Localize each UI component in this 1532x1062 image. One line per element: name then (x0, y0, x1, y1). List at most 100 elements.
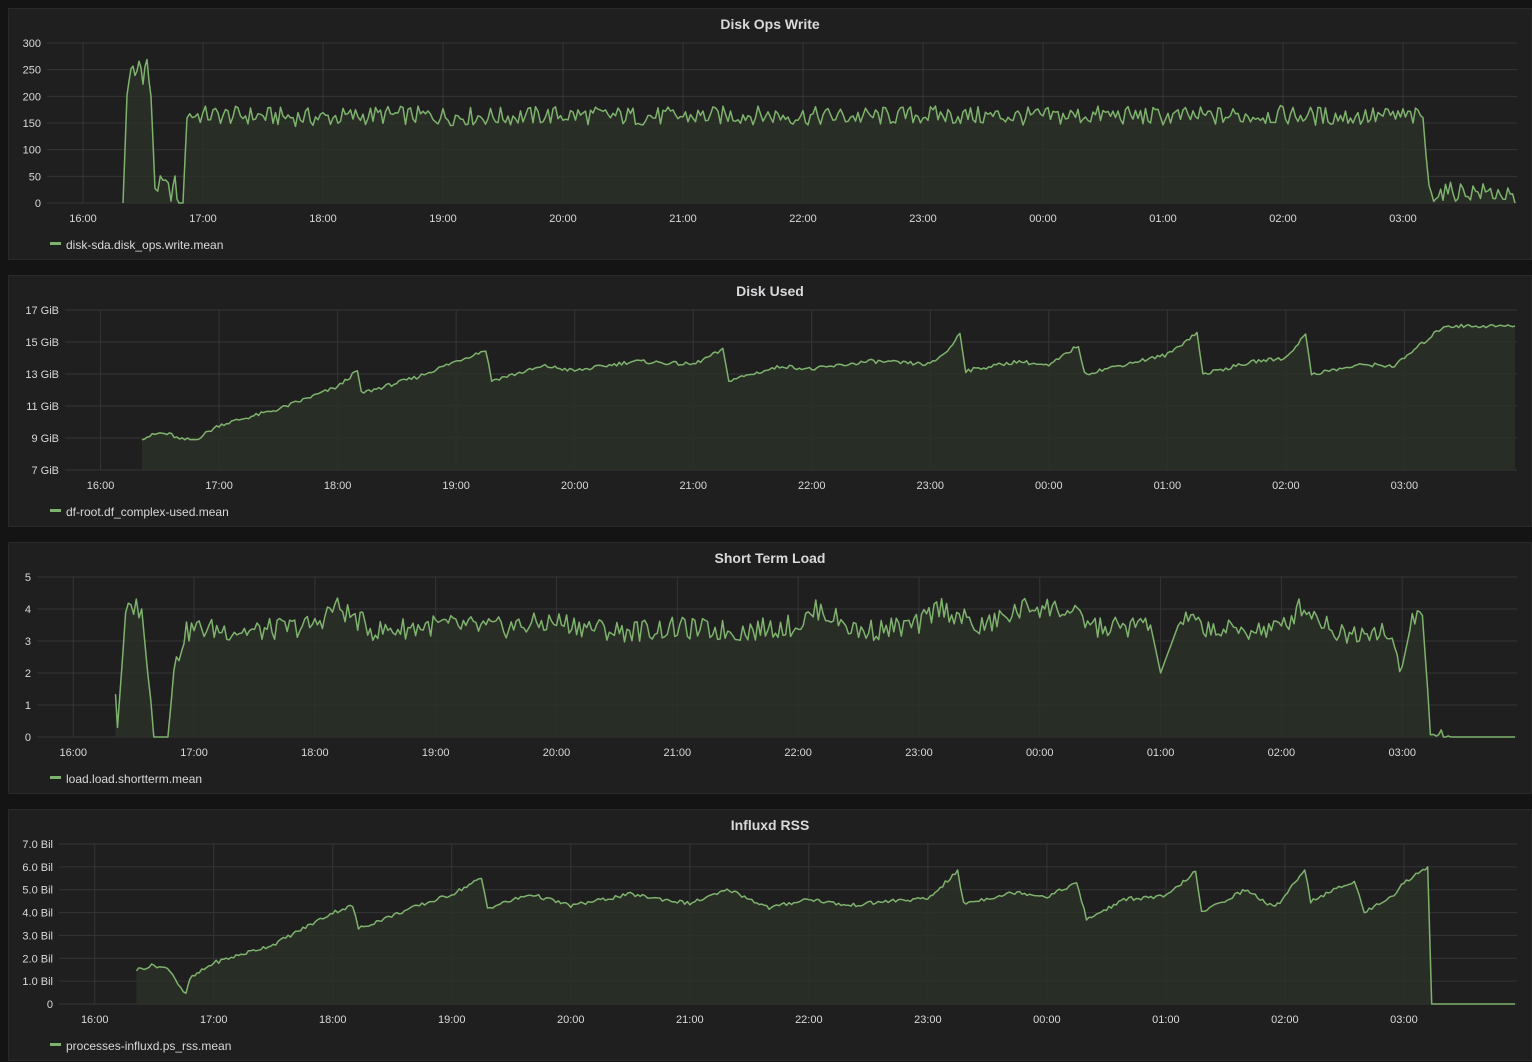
panel-short-term-load: Short Term Load 0 1 2 3 4 5 16:00 17:00 18:00 19:… (8, 542, 1532, 794)
x-tick-label: 16:00 (81, 1014, 109, 1026)
x-tick-label: 02:00 (1269, 213, 1297, 225)
x-tick-label: 19:00 (429, 213, 457, 225)
x-tick-label: 22:00 (798, 480, 826, 492)
legend-swatch (50, 1043, 61, 1047)
y-tick-label: 13 GiB (25, 369, 59, 381)
x-tick-label: 17:00 (200, 1014, 228, 1026)
legend-swatch (50, 242, 61, 246)
x-tick-label: 22:00 (795, 1014, 823, 1026)
y-tick-label: 1 (25, 700, 31, 712)
y-tick-label: 200 (23, 91, 41, 103)
chart-svg: 0 1 2 3 4 5 16:00 17:00 18:00 19:00 20:00 21:00 22:0… (25, 572, 1517, 759)
x-tick-label: 23:00 (914, 1014, 942, 1026)
x-tick-label: 23:00 (909, 213, 937, 225)
legend[interactable]: load.load.shortterm.mean (50, 771, 202, 786)
y-tick-label: 17 GiB (25, 305, 59, 317)
y-tick-label: 100 (23, 145, 41, 157)
series-area (136, 866, 1515, 1004)
legend[interactable]: df-root.df_complex-used.mean (50, 504, 229, 519)
chart-svg: 0 1.0 Bil 2.0 Bil 3.0 Bil 4.0 Bil 5.0 Bil 6.0 … (22, 839, 1517, 1026)
legend-label: load.load.shortterm.mean (66, 771, 203, 786)
x-tick-label: 02:00 (1272, 480, 1300, 492)
legend[interactable]: disk-sda.disk_ops.write.mean (50, 237, 223, 252)
legend-swatch (50, 776, 61, 780)
y-tick-label: 3.0 Bil (22, 930, 53, 942)
y-tick-label: 11 GiB (26, 401, 59, 413)
panel-title[interactable]: Disk Ops Write (720, 16, 820, 32)
y-tick-label: 2 (25, 668, 31, 680)
y-tick-label: 9 GiB (31, 433, 59, 445)
x-tick-label: 17:00 (189, 213, 217, 225)
y-tick-label: 7 GiB (31, 465, 59, 477)
x-tick-label: 00:00 (1033, 1014, 1061, 1026)
x-tick-label: 00:00 (1029, 213, 1057, 225)
x-tick-label: 18:00 (324, 480, 352, 492)
x-tick-label: 21:00 (679, 480, 707, 492)
y-tick-label: 0 (47, 999, 53, 1011)
x-tick-label: 00:00 (1035, 480, 1063, 492)
x-tick-label: 18:00 (309, 213, 337, 225)
series-line (135, 866, 1515, 1005)
series-area (123, 59, 1515, 203)
x-tick-label: 19:00 (438, 1014, 466, 1026)
x-tick-label: 16:00 (59, 747, 87, 759)
x-tick-label: 20:00 (561, 480, 589, 492)
x-tick-label: 21:00 (676, 1014, 704, 1026)
x-tick-label: 01:00 (1152, 1014, 1180, 1026)
legend[interactable]: processes-influxd.ps_rss.mean (50, 1038, 231, 1053)
panel-influxd-rss: Influxd RSS 0 1.0 Bil 2.0 Bil 3.0 Bil 4.0 Bi… (8, 809, 1532, 1061)
series-area (142, 324, 1515, 470)
x-tick-label: 21:00 (669, 213, 697, 225)
legend-label: processes-influxd.ps_rss.mean (66, 1038, 232, 1053)
x-tick-label: 20:00 (549, 213, 577, 225)
series-line (114, 597, 1515, 738)
x-tick-label: 21:00 (664, 747, 692, 759)
y-tick-label: 2.0 Bil (22, 953, 53, 965)
panel-title[interactable]: Short Term Load (714, 550, 826, 566)
x-tick-label: 20:00 (543, 747, 571, 759)
x-tick-label: 23:00 (905, 747, 933, 759)
x-tick-label: 02:00 (1271, 1014, 1299, 1026)
x-tick-label: 00:00 (1026, 747, 1054, 759)
x-tick-label: 03:00 (1391, 480, 1419, 492)
x-tick-label: 01:00 (1147, 747, 1175, 759)
series-area (115, 598, 1515, 737)
x-tick-label: 19:00 (442, 480, 470, 492)
panel-title[interactable]: Disk Used (736, 283, 804, 299)
series-line (122, 58, 1516, 204)
x-tick-label: 01:00 (1154, 480, 1182, 492)
y-tick-label: 50 (29, 171, 41, 183)
x-tick-label: 03:00 (1390, 1014, 1418, 1026)
legend-label: df-root.df_complex-used.mean (66, 504, 229, 519)
x-tick-label: 19:00 (422, 747, 450, 759)
x-tick-label: 23:00 (917, 480, 945, 492)
panel-title[interactable]: Influxd RSS (730, 817, 810, 833)
y-tick-label: 7.0 Bil (22, 839, 53, 851)
x-tick-label: 03:00 (1389, 213, 1417, 225)
x-tick-label: 18:00 (301, 747, 329, 759)
x-tick-label: 22:00 (789, 213, 817, 225)
x-tick-label: 16:00 (69, 213, 97, 225)
x-tick-label: 01:00 (1149, 213, 1177, 225)
y-tick-label: 150 (23, 118, 41, 130)
chart-svg: 0 50 100 150 200 250 300 16:00 17:00 18:00 19:00 20… (23, 38, 1517, 225)
y-tick-label: 6.0 Bil (22, 862, 53, 874)
legend-label: disk-sda.disk_ops.write.mean (66, 237, 224, 252)
y-tick-label: 1.0 Bil (22, 976, 53, 988)
x-tick-label: 22:00 (784, 747, 812, 759)
y-tick-label: 250 (23, 65, 41, 77)
panel-disk-used: Disk Used 7 GiB 9 GiB 11 GiB 13 GiB 15 GiB 17… (8, 275, 1532, 527)
y-tick-label: 3 (25, 636, 31, 648)
y-tick-label: 4.0 Bil (22, 908, 53, 920)
x-tick-label: 20:00 (557, 1014, 585, 1026)
y-tick-label: 0 (35, 198, 41, 210)
y-tick-label: 5 (25, 572, 31, 584)
y-tick-label: 0 (25, 732, 31, 744)
x-tick-label: 18:00 (319, 1014, 347, 1026)
x-tick-label: 02:00 (1268, 747, 1296, 759)
x-tick-label: 17:00 (205, 480, 233, 492)
chart-svg: 7 GiB 9 GiB 11 GiB 13 GiB 15 GiB 17 GiB 16:00 1… (25, 305, 1517, 492)
y-tick-label: 4 (25, 604, 31, 616)
y-tick-label: 15 GiB (25, 337, 59, 349)
y-tick-label: 5.0 Bil (22, 885, 53, 897)
